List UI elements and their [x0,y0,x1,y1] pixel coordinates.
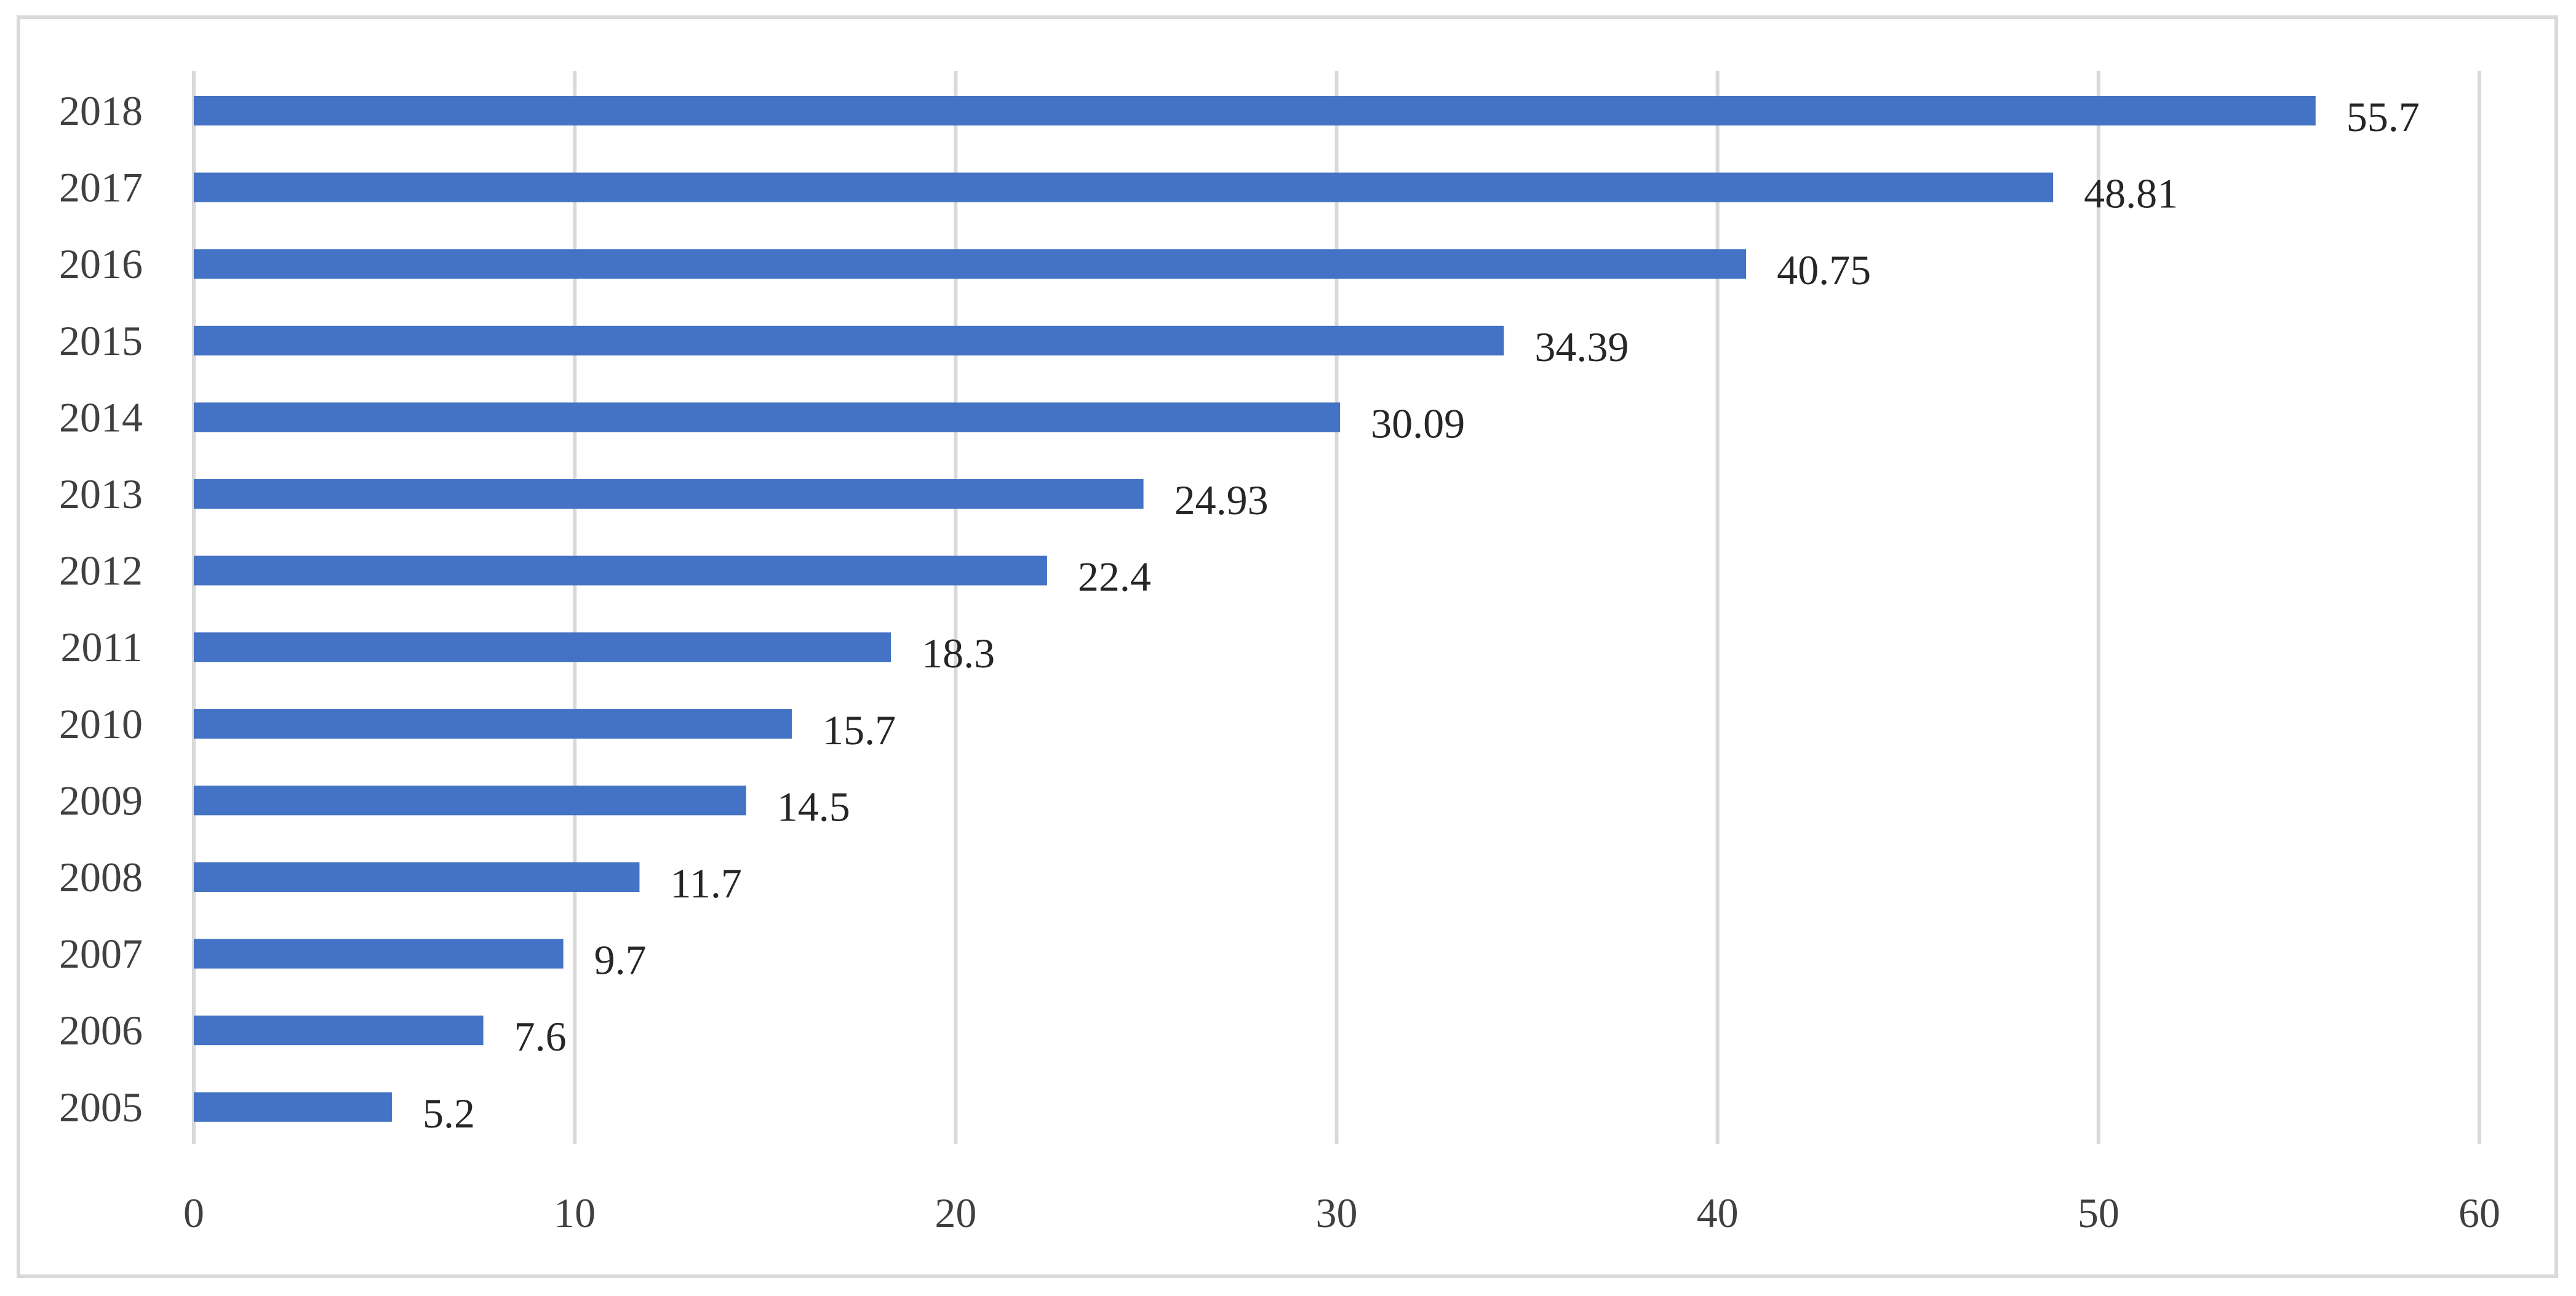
x-tick-label: 10 [554,1190,596,1236]
x-axis-tick-labels: 0 10 20 30 40 50 60 [183,1190,2500,1236]
bar-2008 [194,862,640,892]
data-label-2006: 7.6 [514,1013,567,1060]
category-label-2009: 2009 [59,777,143,824]
category-label-2008: 2008 [59,854,143,900]
bar-2016 [194,249,1747,279]
bar-2006 [194,1016,484,1046]
category-label-2006: 2006 [59,1007,143,1054]
data-label-2018: 55.7 [2347,93,2420,140]
category-label-2011: 2011 [61,624,143,670]
x-tick-label: 40 [1697,1190,1739,1236]
bar-2012 [194,555,1047,586]
data-label-2011: 18.3 [922,630,995,677]
category-label-2018: 2018 [59,87,143,134]
bar-2013 [194,479,1144,509]
data-label-2005: 5.2 [423,1090,475,1137]
x-tick-label: 30 [1316,1190,1358,1236]
bar-2015 [194,325,1504,356]
category-label-2014: 2014 [59,394,143,440]
bar-2010 [194,709,792,739]
data-label-2013: 24.93 [1174,477,1269,523]
category-label-2012: 2012 [59,547,143,594]
data-label-2012: 22.4 [1078,554,1151,600]
data-label-2016: 40.75 [1777,247,1871,293]
bar-2018 [194,96,2316,125]
bar-2009 [194,785,746,816]
bar-2007 [194,939,564,969]
data-labels: 55.7 48.81 40.75 34.39 30.09 24.93 22.4 18.3 15.… [423,93,2420,1137]
bar-2011 [194,632,891,662]
x-tick-label: 20 [935,1190,976,1236]
category-label-2007: 2007 [59,931,143,977]
bar-2017 [194,172,2054,202]
category-label-2005: 2005 [59,1084,143,1131]
category-label-2016: 2016 [59,241,143,287]
x-tick-label: 60 [2458,1190,2500,1236]
category-label-2015: 2015 [59,317,143,364]
category-labels: 2018 2017 2016 2015 2014 2013 2012 2011 2010 2009… [59,87,143,1131]
category-label-2013: 2013 [59,471,143,517]
category-label-2017: 2017 [59,164,143,211]
data-label-2015: 34.39 [1534,324,1629,370]
category-label-2010: 2010 [59,701,143,747]
data-label-2009: 14.5 [777,783,850,830]
bar-2005 [194,1092,392,1122]
x-tick-label: 50 [2078,1190,2119,1236]
x-tick-label: 0 [183,1190,204,1236]
bar-2014 [194,402,1341,432]
data-label-2014: 30.09 [1371,400,1465,447]
data-label-2010: 15.7 [823,707,896,753]
data-label-2017: 48.81 [2084,170,2178,217]
data-label-2007: 9.7 [594,937,647,984]
data-label-2008: 11.7 [670,860,741,907]
bars [194,96,2316,1122]
